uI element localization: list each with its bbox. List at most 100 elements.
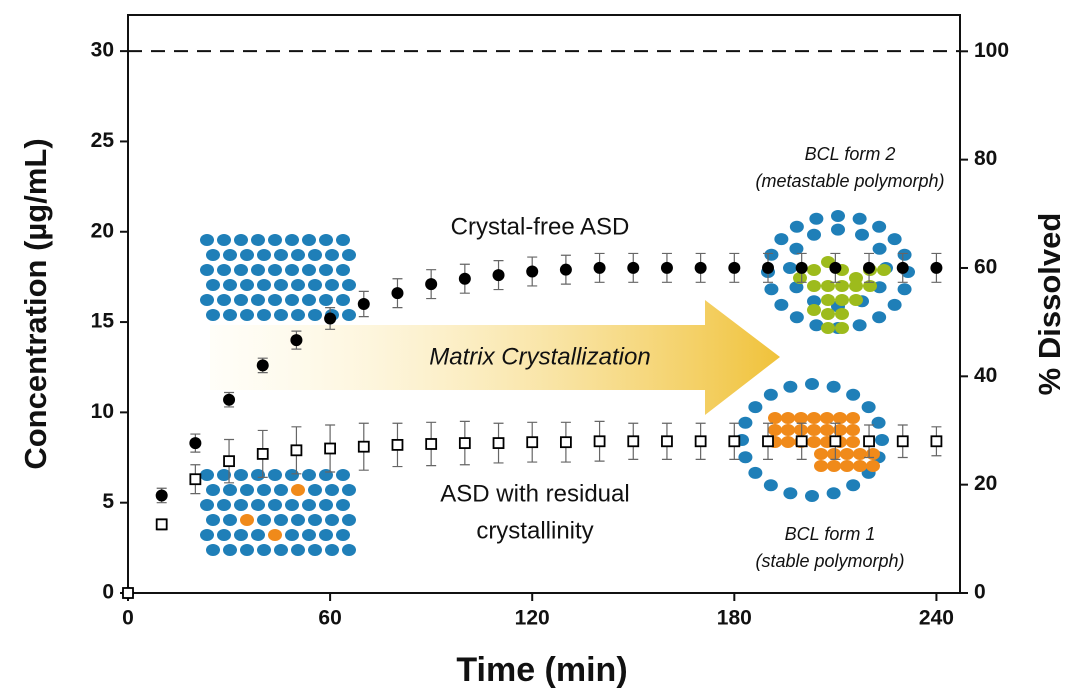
data-point — [695, 262, 707, 274]
annotation: Crystal-free ASD — [451, 213, 630, 240]
illustration-dot — [234, 234, 248, 246]
illustration-dot — [291, 249, 305, 261]
y-tick-label: 25 — [91, 129, 115, 152]
illustration-dot — [251, 499, 265, 511]
illustration-dot — [206, 484, 220, 496]
y2-tick-label: 40 — [974, 364, 997, 387]
illustration-dot — [285, 264, 299, 276]
data-point — [494, 438, 504, 448]
illustration-dot — [319, 469, 333, 481]
illustration-dot — [336, 499, 350, 511]
illustration-dot — [336, 234, 350, 246]
annotation: (stable polymorph) — [755, 551, 904, 571]
illustration-dot — [200, 529, 214, 541]
illustration-dot — [325, 484, 339, 496]
illustration-dot — [833, 412, 847, 424]
data-point — [594, 262, 606, 274]
illustration-dot — [274, 484, 288, 496]
illustration-dot — [308, 279, 322, 291]
illustration-dot — [821, 308, 835, 320]
illustration-dot — [206, 514, 220, 526]
illustration-dot — [319, 294, 333, 306]
illustration-dot — [217, 264, 231, 276]
data-point — [930, 262, 942, 274]
illustration-dot — [342, 249, 356, 261]
illustration-dot — [783, 487, 797, 499]
illustration-dot — [291, 544, 305, 556]
data-point — [561, 437, 571, 447]
annotation: BCL form 2 — [805, 144, 896, 164]
y-tick-label: 0 — [102, 581, 114, 604]
illustration-dot — [827, 487, 841, 499]
illustration-dot — [200, 469, 214, 481]
illustration-dot — [898, 283, 912, 295]
illustration-dot — [257, 279, 271, 291]
illustration-dot — [223, 309, 237, 321]
illustration-dot — [853, 448, 867, 460]
illustration-dot — [846, 436, 860, 448]
illustration-dot — [783, 381, 797, 393]
illustration-dot — [234, 469, 248, 481]
illustration-dot — [835, 308, 849, 320]
illustration-dot — [274, 544, 288, 556]
illustration-dot — [200, 234, 214, 246]
illustration-dot — [274, 309, 288, 321]
illustration-dot — [257, 484, 271, 496]
x-tick-label: 60 — [318, 607, 341, 630]
illustration-dot — [855, 229, 869, 241]
illustration-dot — [853, 319, 867, 331]
illustration-dot — [807, 412, 821, 424]
illustration-dot — [257, 309, 271, 321]
illustration-dot — [840, 460, 854, 472]
illustration-dot — [866, 448, 880, 460]
data-point — [829, 262, 841, 274]
illustration-dot — [308, 484, 322, 496]
illustration-dot — [206, 309, 220, 321]
y2-tick-label: 100 — [974, 39, 1009, 62]
illustration-dot — [342, 544, 356, 556]
data-point — [324, 312, 336, 324]
y2-tick-label: 20 — [974, 472, 997, 495]
x-tick-label: 0 — [122, 607, 134, 630]
illustration-dot — [807, 436, 821, 448]
illustration-dot — [862, 401, 876, 413]
illustration-dot — [251, 294, 265, 306]
illustration-dot — [814, 448, 828, 460]
illustration-dot — [764, 283, 778, 295]
illustration-dot — [240, 309, 254, 321]
y-tick-label: 15 — [91, 310, 115, 333]
illustration-dot — [217, 499, 231, 511]
illustration-dot — [738, 451, 752, 463]
data-point — [391, 287, 403, 299]
illustration-dot — [325, 279, 339, 291]
y-tick-label: 30 — [91, 39, 114, 62]
illustration-dot — [342, 484, 356, 496]
illustration-dot — [866, 460, 880, 472]
illustration-dot — [319, 529, 333, 541]
data-point — [628, 436, 638, 446]
illustration-dot — [873, 243, 887, 255]
illustration-dot — [217, 234, 231, 246]
illustration-dot — [200, 499, 214, 511]
data-point — [291, 445, 301, 455]
illustration-dot — [821, 322, 835, 334]
illustration-dot — [831, 224, 845, 236]
illustration-dot — [268, 264, 282, 276]
illustration-dot — [257, 514, 271, 526]
illustration-dot — [805, 490, 819, 502]
illustration-dot — [325, 544, 339, 556]
data-point — [358, 298, 370, 310]
data-point — [359, 442, 369, 452]
illustration-dot — [781, 424, 795, 436]
illustration-dot — [206, 544, 220, 556]
illustration-dot — [853, 213, 867, 225]
illustration-dot — [764, 479, 778, 491]
annotation: BCL form 1 — [785, 524, 876, 544]
illustration-dot — [872, 221, 886, 233]
data-point — [560, 264, 572, 276]
annotation: crystallinity — [476, 517, 593, 544]
illustration-dot — [268, 294, 282, 306]
illustration-dot — [764, 249, 778, 261]
illustration-dot — [217, 529, 231, 541]
data-point — [526, 265, 538, 277]
